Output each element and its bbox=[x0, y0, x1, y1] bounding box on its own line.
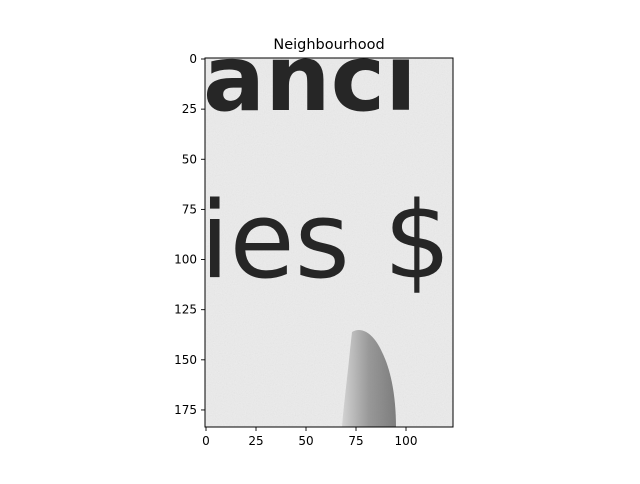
y-tick-label: 150 bbox=[174, 353, 197, 367]
y-tick-label: 175 bbox=[174, 403, 197, 417]
x-tick-label: 100 bbox=[395, 434, 418, 448]
x-tick-label: 50 bbox=[298, 434, 313, 448]
image-smudge bbox=[342, 330, 396, 427]
y-tick-label: 75 bbox=[182, 202, 197, 216]
y-tick-label: 25 bbox=[182, 102, 197, 116]
chart-title: Neighbourhood bbox=[273, 37, 384, 53]
y-tick-label: 125 bbox=[174, 303, 197, 317]
x-axis: 0 25 50 75 100 bbox=[202, 427, 417, 448]
image-text-line-1: anci bbox=[203, 25, 417, 132]
y-tick-label: 100 bbox=[174, 253, 197, 267]
y-tick-label: 50 bbox=[182, 152, 197, 166]
x-tick-label: 25 bbox=[248, 434, 263, 448]
y-axis: 0 25 50 75 100 125 150 175 bbox=[174, 52, 205, 417]
image-text-line-2: ies $ bbox=[200, 179, 451, 302]
x-tick-label: 0 bbox=[202, 434, 210, 448]
x-tick-label: 75 bbox=[348, 434, 363, 448]
axes-frame bbox=[204, 57, 454, 428]
grayscale-image: anci ies $ bbox=[200, 25, 453, 427]
y-tick-label: 0 bbox=[189, 52, 197, 66]
